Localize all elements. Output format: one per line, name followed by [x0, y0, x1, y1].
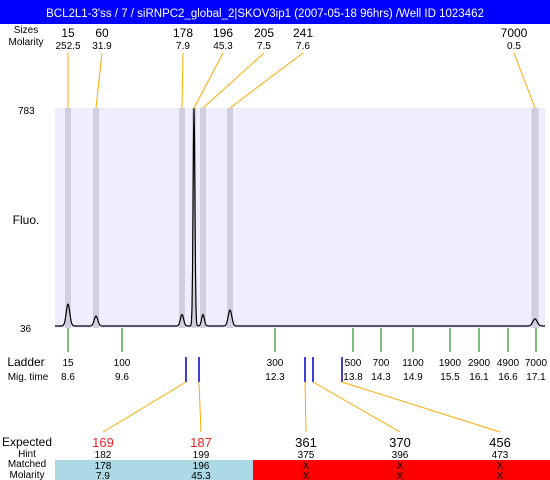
expected-connector-line: [312, 381, 401, 433]
matched-row-label: Matched: [8, 459, 46, 470]
title-bar: [0, 0, 550, 24]
peak-band: [65, 108, 71, 328]
peak-band: [179, 108, 185, 328]
expected-connector-line: [341, 381, 501, 433]
peak-size-label: 196: [213, 26, 233, 40]
matched-ok-strip: [55, 460, 253, 480]
peak-molarity-label: 7.6: [296, 41, 310, 52]
peak-size-label: 7000: [501, 26, 528, 40]
molarity-bottom-row-label: Molarity: [9, 470, 44, 480]
plot-area: [55, 108, 545, 328]
ladder-row-label: Ladder: [7, 355, 44, 369]
peak-molarity-label: 31.9: [92, 41, 112, 52]
peak-size-label: 241: [293, 26, 313, 40]
expected-size-label: 361: [295, 435, 317, 450]
peak-connector-line: [181, 52, 184, 109]
expected-size-label: 370: [389, 435, 411, 450]
expected-size-label: 169: [92, 435, 114, 450]
peak-band: [93, 108, 99, 328]
y-min-label: 36: [20, 324, 32, 335]
peak-connector-line: [193, 52, 224, 109]
peak-molarity-label: 7.5: [257, 41, 271, 52]
chart-title: BCL2L1-3'ss / 7 / siRNPC2_global_2|SKOV3…: [46, 8, 484, 20]
ladder-time-label: 12.3: [265, 372, 285, 383]
expected-size-label: 187: [190, 435, 212, 450]
matched-size-label: 178: [95, 461, 112, 472]
ladder-time-label: 16.1: [469, 372, 489, 383]
peak-molarity-label: 252.5: [55, 41, 80, 52]
matched-size-label: X: [497, 461, 504, 472]
peak-molarity-label: 7.9: [176, 41, 190, 52]
ladder-size-label: 300: [267, 358, 284, 369]
hint-size-label: 375: [298, 450, 315, 461]
matched-molarity-label: X: [397, 471, 404, 480]
hint-size-label: 199: [193, 450, 210, 461]
peak-band: [227, 108, 233, 328]
peak-molarity-label: 0.5: [507, 41, 521, 52]
matched-size-label: X: [397, 461, 404, 472]
ladder-time-label: 9.6: [115, 372, 129, 383]
mig-time-row-label: Mig. time: [8, 372, 49, 383]
ladder-time-label: 15.5: [440, 372, 460, 383]
ladder-size-label: 4900: [497, 358, 520, 369]
molarity-row-label: Molarity: [8, 37, 43, 48]
peak-size-label: 178: [173, 26, 193, 40]
ladder-size-label: 1900: [439, 358, 462, 369]
matched-molarity-label: X: [497, 471, 504, 480]
matched-molarity-label: 45.3: [191, 471, 211, 480]
hint-size-label: 396: [392, 450, 409, 461]
ladder-time-label: 16.6: [498, 372, 518, 383]
peak-connector-line: [229, 52, 304, 109]
hint-size-label: 182: [95, 450, 112, 461]
ladder-time-label: 17.1: [526, 372, 546, 383]
peak-size-label: 15: [61, 26, 75, 40]
ladder-size-label: 7000: [525, 358, 548, 369]
ladder-time-label: 8.6: [61, 372, 75, 383]
peak-size-label: 205: [254, 26, 274, 40]
expected-row-label: Expected: [2, 435, 52, 449]
ladder-size-label: 15: [62, 358, 74, 369]
expected-size-label: 456: [489, 435, 511, 450]
ladder-time-label: 13.8: [343, 372, 363, 383]
ladder-size-label: 1100: [402, 358, 424, 369]
peak-size-label: 60: [95, 26, 109, 40]
peak-band: [192, 108, 196, 328]
ladder-size-label: 700: [373, 358, 390, 369]
ladder-size-label: 100: [114, 358, 131, 369]
sizes-row-label: Sizes: [14, 25, 38, 36]
matched-molarity-label: X: [303, 471, 310, 480]
hint-row-label: Hint: [18, 449, 36, 460]
peak-connector-line: [95, 52, 103, 109]
expected-connector-line: [304, 381, 307, 433]
matched-molarity-label: 7.9: [96, 471, 110, 480]
peak-molarity-label: 45.3: [213, 41, 233, 52]
peak-band: [531, 108, 539, 328]
matched-fail-strip: [253, 460, 550, 480]
matched-size-label: X: [303, 461, 310, 472]
peak-connector-line: [513, 52, 536, 109]
fluorescence-trace: [55, 108, 545, 327]
expected-connector-line: [198, 381, 202, 433]
peak-connector-line: [202, 52, 265, 109]
peak-band: [200, 108, 206, 328]
matched-size-label: 196: [193, 461, 210, 472]
ladder-time-label: 14.9: [403, 372, 423, 383]
ladder-time-label: 14.3: [371, 372, 391, 383]
hint-size-label: 473: [492, 450, 509, 461]
y-axis-label: Fluo.: [13, 213, 40, 227]
expected-connector-line: [102, 381, 187, 433]
ladder-size-label: 500: [345, 358, 362, 369]
y-max-label: 783: [18, 106, 35, 117]
ladder-size-label: 2900: [468, 358, 491, 369]
